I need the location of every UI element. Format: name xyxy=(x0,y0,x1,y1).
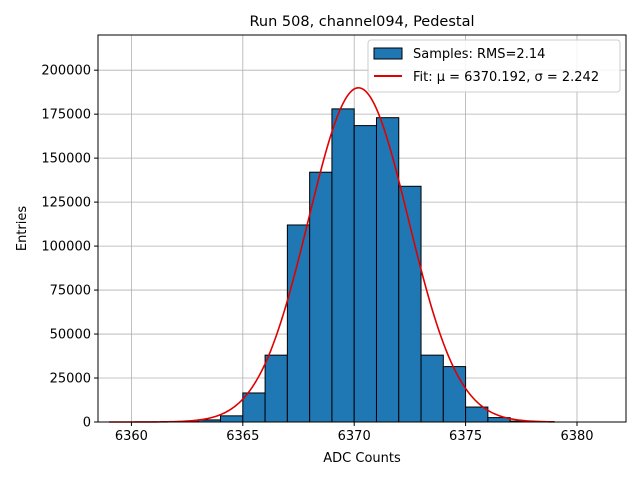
histogram-bar xyxy=(376,118,398,422)
y-axis-label: Entries xyxy=(15,206,30,252)
y-tick-label: 50000 xyxy=(50,328,91,343)
x-tick-label: 6375 xyxy=(449,429,482,444)
x-tick-label: 6360 xyxy=(115,429,148,444)
histogram-bar xyxy=(221,416,243,422)
histogram-bar xyxy=(287,225,309,422)
histogram-bar xyxy=(354,126,376,422)
y-tick-label: 0 xyxy=(83,416,91,431)
x-axis-label: ADC Counts xyxy=(323,451,401,466)
y-tick-label: 75000 xyxy=(50,284,91,299)
y-tick-label: 100000 xyxy=(41,240,91,255)
histogram-bar xyxy=(466,407,488,422)
y-tick-label: 150000 xyxy=(41,152,91,167)
histogram-bar xyxy=(399,186,421,422)
histogram-bar xyxy=(310,172,332,422)
x-tick-label: 6370 xyxy=(338,429,371,444)
x-tick-label: 6380 xyxy=(560,429,593,444)
histogram-bar xyxy=(243,393,265,422)
chart-title: Run 508, channel094, Pedestal xyxy=(249,14,474,30)
histogram-bar xyxy=(265,355,287,422)
legend-fit-label: Fit: μ = 6370.192, σ = 2.242 xyxy=(413,70,599,85)
x-tick-label: 6365 xyxy=(226,429,259,444)
histogram-bar xyxy=(332,109,354,422)
y-tick-label: 25000 xyxy=(50,372,91,387)
histogram-bar xyxy=(443,367,465,422)
legend-histogram-swatch xyxy=(374,48,402,59)
y-tick-label: 175000 xyxy=(41,108,91,123)
legend: Samples: RMS=2.14 Fit: μ = 6370.192, σ =… xyxy=(368,40,620,92)
y-tick-label: 125000 xyxy=(41,196,91,211)
y-tick-label: 200000 xyxy=(41,64,91,79)
legend-histogram-label: Samples: RMS=2.14 xyxy=(413,47,545,62)
histogram-bar xyxy=(421,355,443,422)
